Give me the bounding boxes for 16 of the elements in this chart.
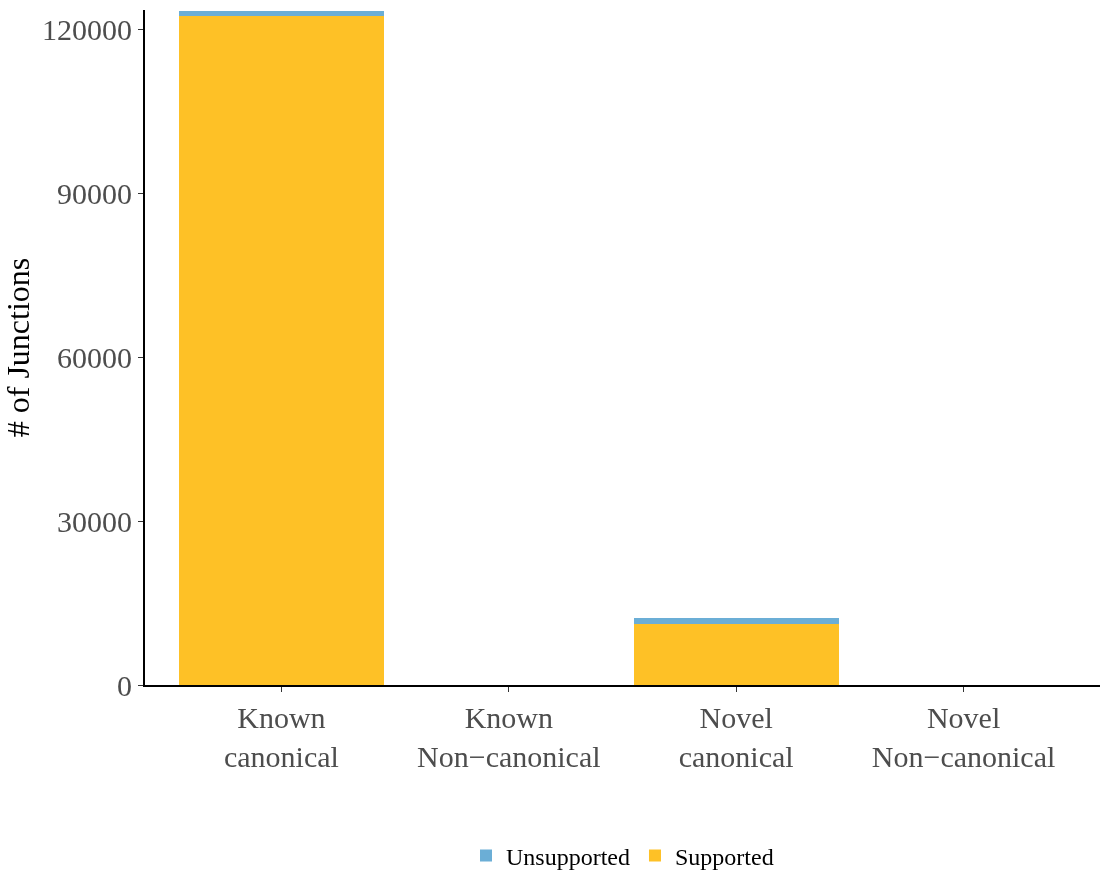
bar (633, 617, 839, 624)
bar (633, 623, 839, 685)
y-tick-label: 90000 (57, 176, 132, 210)
y-axis-title: # of Junctions (0, 257, 36, 438)
bar (179, 16, 384, 685)
legend-label: Unsupported (506, 843, 630, 870)
y-tick-label: 0 (117, 668, 132, 702)
y-tick-label: 60000 (57, 340, 132, 374)
legend-label: Supported (674, 843, 774, 870)
x-tick-label: Novel Non−canonical (871, 701, 1056, 773)
x-tick-label: Known Non−canonical (417, 701, 601, 773)
bar (179, 11, 384, 17)
y-tick-label: 30000 (57, 504, 132, 538)
y-tick-label: 120000 (42, 12, 132, 46)
x-tick-label: Known canonical (223, 701, 339, 773)
x-tick-label: Novel canonical (678, 701, 794, 773)
